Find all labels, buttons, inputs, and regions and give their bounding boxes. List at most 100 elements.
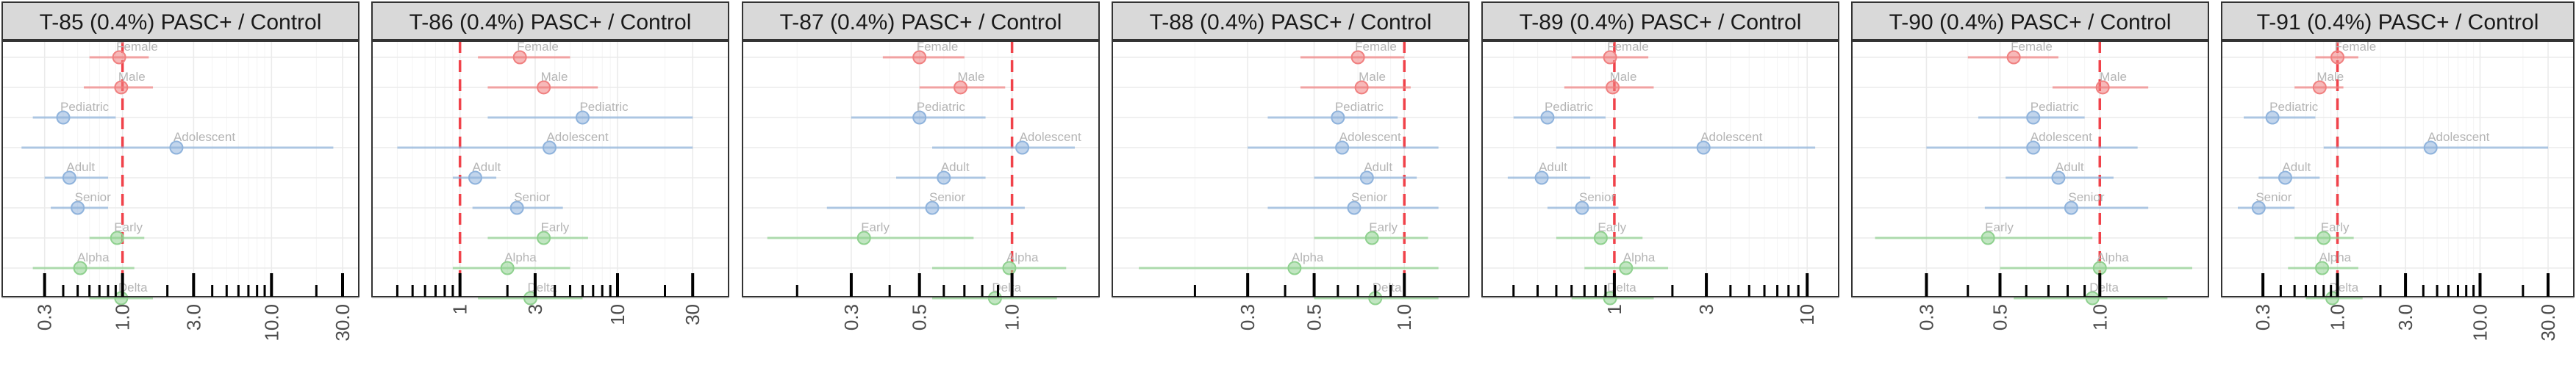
row-label-pediatric: Pediatric (1545, 100, 1594, 114)
row-label-adult: Adult (1364, 160, 1392, 174)
estimate-point-adolescent (1696, 140, 1711, 155)
panel-frame (371, 40, 729, 297)
row-label-alpha: Alpha (2319, 250, 2352, 264)
estimate-point-senior (2251, 200, 2266, 215)
estimate-point-pediatric (1331, 110, 1345, 125)
estimate-point-adult (937, 170, 951, 185)
estimate-point-female (2330, 50, 2345, 65)
row-label-early: Early (541, 220, 570, 234)
axis-tick-label: 30 (681, 304, 704, 325)
axis-tick-label: 0.3 (1237, 304, 1259, 330)
axis-tick-label: 10.0 (2469, 304, 2491, 341)
estimate-point-male (114, 80, 129, 95)
row-label-male: Male (118, 70, 146, 84)
estimate-point-adult (1534, 170, 1549, 185)
row-label-adult: Adult (1539, 160, 1567, 174)
estimate-point-early (2316, 231, 2331, 245)
estimate-point-female (1603, 50, 1617, 65)
row-label-senior: Senior (1579, 190, 1615, 204)
facet-panel-7: T-91 (0.4%) PASC+ / Control Female Male Ped… (2221, 1, 2575, 341)
facet-strip (1851, 1, 2209, 40)
row-label-female: Female (517, 40, 559, 54)
facet-strip (371, 1, 729, 40)
panel-frame (1851, 40, 2209, 297)
row-label-male: Male (1359, 70, 1386, 84)
row-label-adult: Adult (66, 160, 95, 174)
estimate-point-early (110, 231, 124, 245)
axis-tick-label: 1.0 (112, 304, 134, 330)
panel-frame (1112, 40, 1470, 297)
row-label-senior: Senior (75, 190, 111, 204)
estimate-point-adult (468, 170, 482, 185)
facet-title: T-91 (0.4%) PASC+ / Control (2257, 10, 2539, 35)
estimate-point-pediatric (1540, 110, 1555, 125)
row-label-pediatric: Pediatric (1335, 100, 1384, 114)
estimate-point-male (1606, 80, 1620, 95)
row-label-female: Female (1607, 40, 1649, 54)
row-label-delta: Delta (2330, 281, 2359, 294)
facet-panel-6: T-90 (0.4%) PASC+ / Control Female Male Ped… (1851, 1, 2209, 330)
facet-panel-1: T-85 (0.4%) PASC+ / Control Female Male Ped… (1, 1, 359, 341)
axis-tick-label: 0.5 (909, 304, 931, 330)
row-label-senior: Senior (2068, 190, 2104, 204)
row-label-adolescent: Adolescent (2427, 130, 2489, 144)
facet-strip (2221, 1, 2575, 40)
row-label-pediatric: Pediatric (579, 100, 629, 114)
row-label-senior: Senior (1351, 190, 1387, 204)
row-label-female: Female (917, 40, 959, 54)
row-label-early: Early (2321, 220, 2350, 234)
estimate-point-alpha (1287, 261, 1302, 275)
axis-tick-label: 1.0 (2089, 304, 2111, 330)
row-label-female: Female (2335, 40, 2377, 54)
estimate-point-adolescent (2026, 140, 2041, 155)
facet-panel-4: T-88 (0.4%) PASC+ / Control Female Male Ped… (1112, 1, 1470, 330)
axis-tick-label: 1.0 (2327, 304, 2349, 330)
estimate-point-adult (2278, 170, 2292, 185)
estimate-point-pediatric (2265, 110, 2280, 125)
estimate-point-delta (2325, 291, 2340, 306)
estimate-point-early (537, 231, 551, 245)
row-label-delta: Delta (1373, 281, 1402, 294)
estimate-point-early (1593, 231, 1608, 245)
facet-title: T-90 (0.4%) PASC+ / Control (1889, 10, 2172, 35)
row-label-pediatric: Pediatric (917, 100, 966, 114)
estimate-point-adult (1359, 170, 1374, 185)
estimate-point-senior (925, 200, 940, 215)
row-label-adult: Adult (941, 160, 970, 174)
axis-tick-label: 3 (524, 304, 546, 314)
facet-title: T-86 (0.4%) PASC+ / Control (409, 10, 692, 35)
row-label-alpha: Alpha (1292, 250, 1324, 264)
row-label-adult: Adult (2282, 160, 2311, 174)
facet-title: T-87 (0.4%) PASC+ / Control (780, 10, 1062, 35)
estimate-point-alpha (2315, 261, 2330, 275)
row-label-alpha: Alpha (2097, 250, 2129, 264)
axis-tick-label: 3.0 (182, 304, 204, 330)
panel-frame (742, 40, 1100, 297)
estimate-point-alpha (1002, 261, 1017, 275)
axis-tick-label: 0.5 (1303, 304, 1325, 330)
estimate-point-pediatric (912, 110, 927, 125)
estimate-point-male (537, 80, 551, 95)
row-label-adolescent: Adolescent (546, 130, 608, 144)
estimate-point-pediatric (575, 110, 590, 125)
axis-tick-label: 0.3 (34, 304, 56, 330)
estimate-point-male (2312, 80, 2327, 95)
row-label-male: Male (2316, 70, 2344, 84)
estimate-point-early (1981, 231, 1995, 245)
axis-tick-label: 1 (449, 304, 471, 314)
row-label-delta: Delta (2089, 281, 2119, 294)
axis-tick-label: 1 (1603, 304, 1625, 314)
row-label-adolescent: Adolescent (2031, 130, 2092, 144)
estimate-point-adolescent (169, 140, 184, 155)
axis-tick-label: 0.5 (1989, 304, 2011, 330)
estimate-point-adolescent (1015, 140, 1030, 155)
row-label-senior: Senior (514, 190, 550, 204)
axis-tick-label: 1.0 (1001, 304, 1023, 330)
row-label-pediatric: Pediatric (2269, 100, 2319, 114)
facet-strip (1, 1, 359, 40)
estimate-point-male (954, 80, 968, 95)
row-label-senior: Senior (2255, 190, 2291, 204)
estimate-point-male (2095, 80, 2110, 95)
estimate-point-pediatric (56, 110, 71, 125)
